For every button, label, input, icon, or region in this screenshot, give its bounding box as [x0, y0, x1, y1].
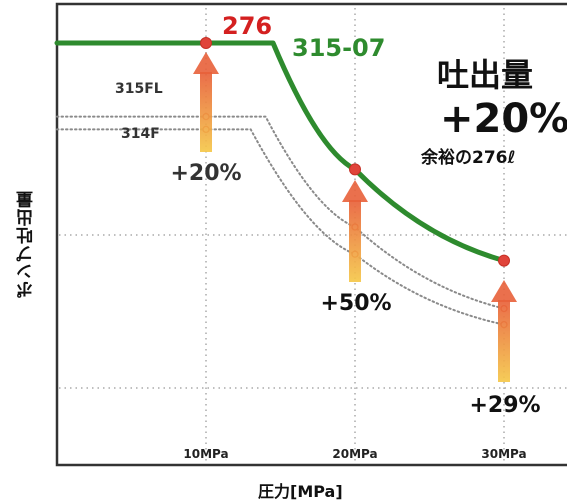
y-axis-label: ポンプ吐出量 — [17, 190, 37, 298]
series-line — [56, 128, 505, 326]
x-tick-label: 30MPa — [481, 447, 526, 461]
annotation-label: +20% — [170, 161, 241, 186]
series-label: 315FL — [115, 81, 163, 97]
arrow-head — [491, 280, 517, 302]
x-axis-label: 圧力[MPa] — [258, 482, 343, 501]
series-label: 314F — [121, 126, 160, 142]
x-tick-label: 20MPa — [332, 447, 377, 461]
grid — [59, 8, 567, 463]
arrow-shaft — [200, 72, 212, 152]
arrow-shaft — [498, 300, 510, 382]
x-tick-label: 10MPa — [183, 447, 228, 461]
series-point — [349, 163, 361, 176]
series-point — [200, 37, 212, 49]
callout-value: +20% — [440, 96, 567, 142]
labels-group: 10MPa 20MPa 30MPa 315-07 315FL 314F 276 +20% +50… — [115, 12, 567, 461]
callout-title: 吐出量 — [437, 56, 533, 94]
annotation-label: +29% — [469, 393, 540, 418]
arrow-head — [193, 52, 219, 74]
arrow-shaft — [349, 200, 361, 282]
arrows-group — [193, 52, 517, 382]
annotation-label: +50% — [320, 291, 391, 316]
series-point — [498, 254, 510, 267]
series-label: 315-07 — [292, 34, 385, 62]
annotation-label: 276 — [222, 12, 272, 40]
callout-note: 余裕の276ℓ — [420, 147, 516, 168]
arrow-head — [342, 180, 368, 202]
